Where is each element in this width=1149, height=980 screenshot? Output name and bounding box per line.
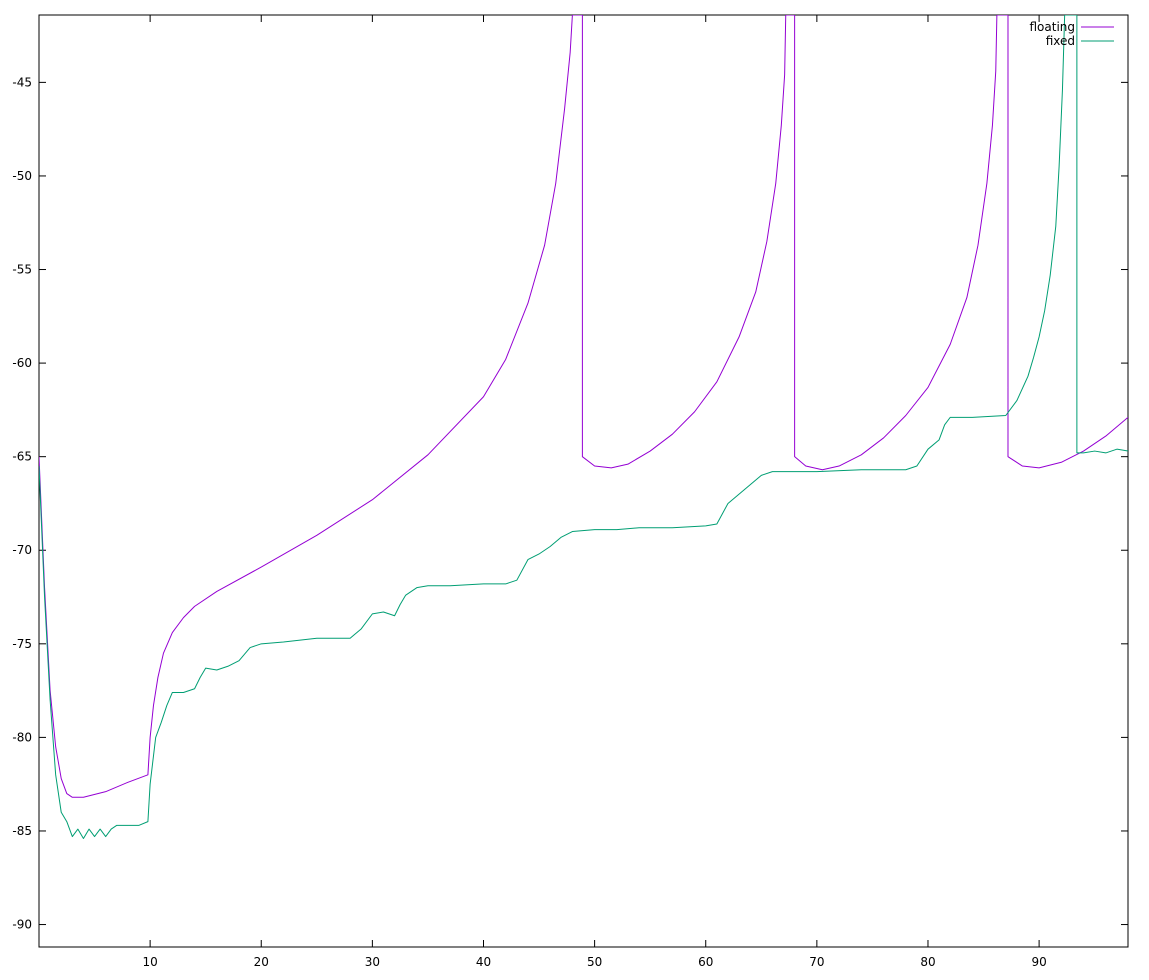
legend-label-fixed: fixed <box>1046 34 1075 48</box>
y-tick-label: -70 <box>12 543 32 557</box>
y-tick-label: -45 <box>12 75 32 89</box>
x-tick-label: 80 <box>920 955 935 969</box>
x-tick-label: 40 <box>476 955 491 969</box>
y-tick-label: -55 <box>12 263 32 277</box>
y-tick-label: -90 <box>12 918 32 932</box>
x-tick-label: 70 <box>809 955 824 969</box>
x-tick-label: 50 <box>587 955 602 969</box>
y-tick-label: -75 <box>12 637 32 651</box>
plot-frame <box>38 14 1129 948</box>
series-layer <box>39 15 1128 839</box>
x-axis: 10 20 30 40 50 60 70 80 90 <box>142 15 1047 969</box>
x-tick-label: 20 <box>254 955 269 969</box>
x-tick-label: 90 <box>1031 955 1046 969</box>
y-tick-label: -50 <box>12 169 32 183</box>
x-tick-label: 60 <box>698 955 713 969</box>
y-axis: -45 -50 -55 -60 -65 -70 -75 -80 -85 -90 <box>12 75 1128 932</box>
y-tick-label: -60 <box>12 356 32 370</box>
x-tick-label: 10 <box>142 955 157 969</box>
legend-label-floating: floating <box>1029 20 1075 34</box>
y-tick-label: -85 <box>12 824 32 838</box>
series-line-fixed <box>39 15 1128 839</box>
series-line-floating <box>39 15 1128 798</box>
x-tick-label: 30 <box>365 955 380 969</box>
y-tick-label: -65 <box>12 450 32 464</box>
y-tick-label: -80 <box>12 730 32 744</box>
